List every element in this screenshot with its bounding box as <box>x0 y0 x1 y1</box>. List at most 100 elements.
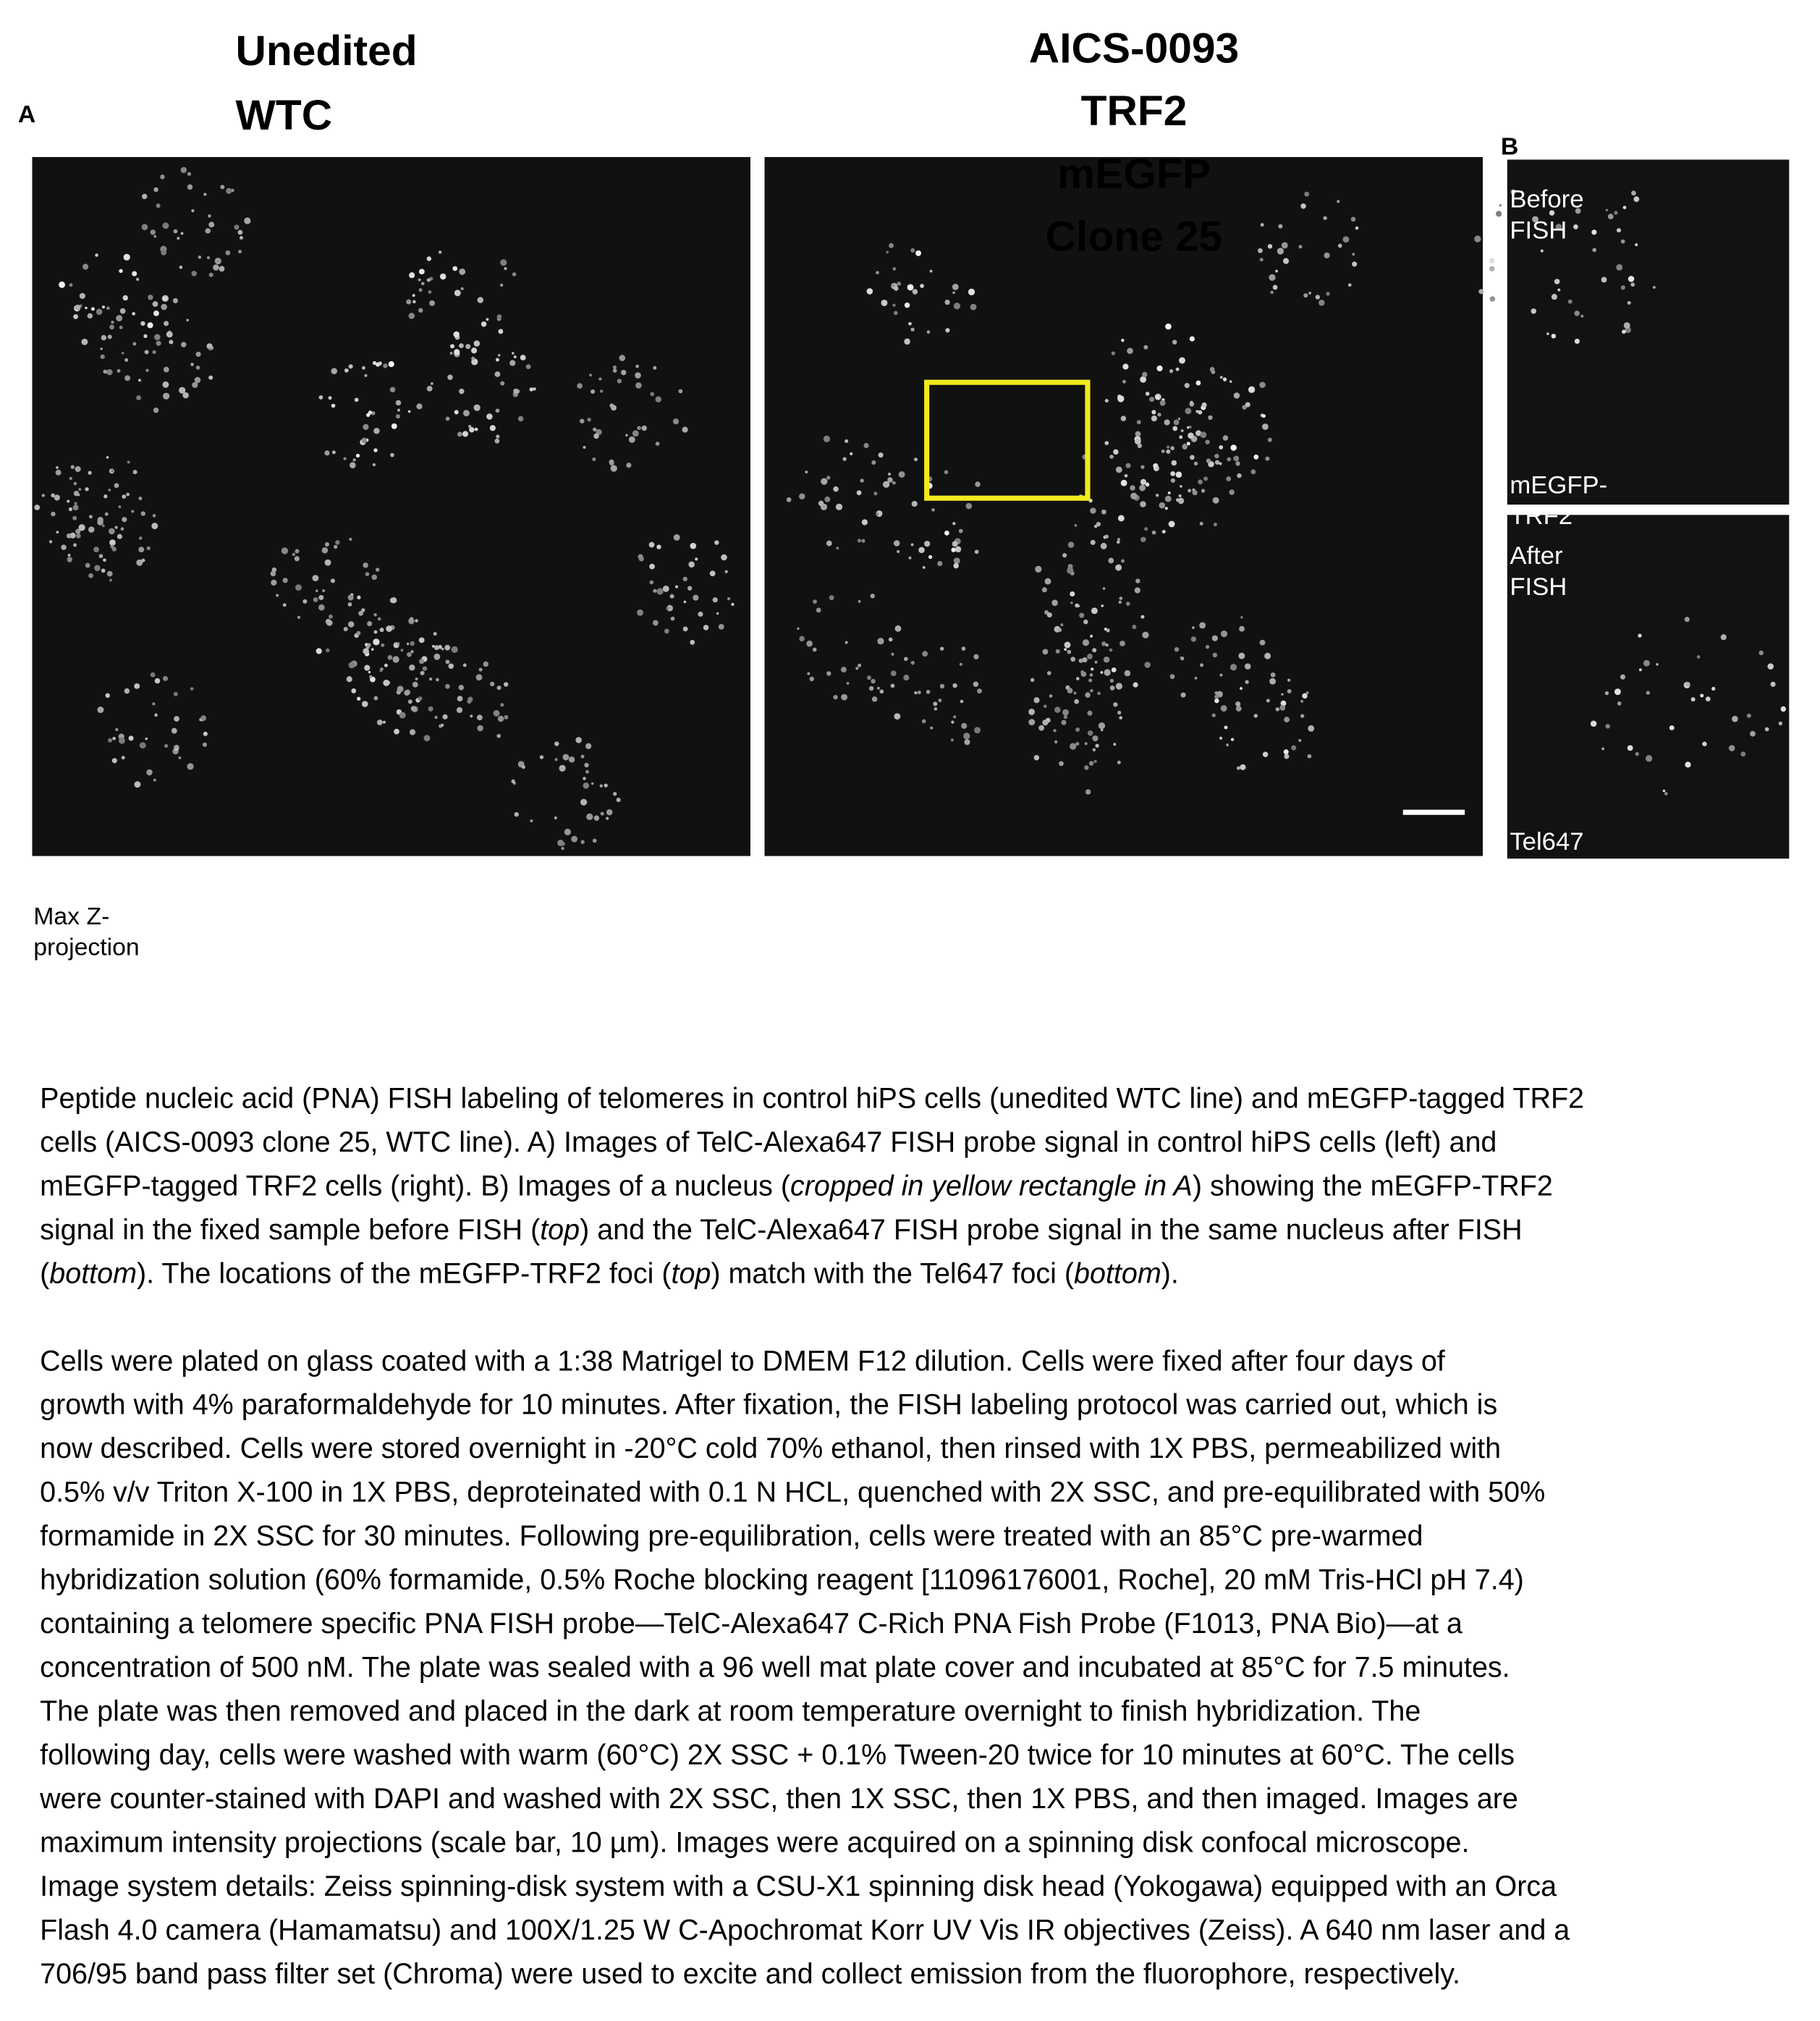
focus <box>138 379 141 382</box>
focus <box>1098 722 1106 730</box>
focus <box>1219 445 1224 450</box>
focus <box>1235 706 1242 712</box>
focus <box>835 503 843 510</box>
focus <box>1140 465 1145 469</box>
caption-line: cells (AICS-0093 clone 25, WTC line). A)… <box>40 1126 1497 1158</box>
focus <box>173 691 178 696</box>
focus <box>429 300 436 306</box>
focus <box>1090 539 1096 545</box>
focus <box>678 389 683 394</box>
focus <box>1337 200 1340 203</box>
focus <box>1088 678 1093 683</box>
focus <box>1226 476 1232 481</box>
focus <box>922 651 928 657</box>
title-line: Unedited <box>235 28 417 75</box>
focus <box>1244 663 1251 670</box>
focus <box>731 602 735 607</box>
focus <box>1235 461 1240 466</box>
focus <box>944 531 949 536</box>
focus <box>363 648 369 654</box>
focus <box>598 377 602 381</box>
focus <box>295 549 300 554</box>
focus <box>1631 190 1636 196</box>
focus <box>1085 789 1091 795</box>
title-line: WTC <box>235 92 332 139</box>
focus <box>132 342 137 346</box>
focus <box>462 410 470 417</box>
focus <box>178 756 182 759</box>
focus <box>509 360 516 366</box>
focus <box>418 308 423 313</box>
focus <box>87 313 93 319</box>
focus <box>426 278 431 282</box>
focus <box>225 250 231 256</box>
focus <box>836 547 839 550</box>
focus <box>1279 704 1286 711</box>
focus <box>85 306 88 310</box>
focus <box>577 383 583 389</box>
focus <box>1195 430 1202 436</box>
focus <box>428 677 433 681</box>
focus <box>121 756 125 760</box>
focus <box>1352 253 1355 256</box>
focus <box>892 267 897 271</box>
focus <box>418 696 423 701</box>
focus <box>914 691 918 695</box>
focus <box>219 266 225 272</box>
focus <box>486 318 489 321</box>
focus <box>117 368 121 373</box>
focus <box>1088 761 1094 766</box>
focus <box>930 726 934 730</box>
focus <box>583 782 590 789</box>
focus <box>530 819 533 823</box>
focus <box>144 350 149 355</box>
focus <box>162 675 169 681</box>
caption-text: now described. Cells were stored overnig… <box>40 1433 1501 1465</box>
focus <box>361 366 365 370</box>
focus <box>365 645 370 649</box>
focus <box>952 683 957 688</box>
focus <box>1531 308 1536 314</box>
focus <box>1690 697 1696 702</box>
focus <box>512 352 515 355</box>
focus <box>1780 706 1787 712</box>
focus <box>373 448 378 452</box>
focus <box>1601 277 1607 283</box>
focus <box>1209 366 1215 372</box>
focus <box>1219 462 1222 465</box>
focus <box>698 611 703 617</box>
focus <box>445 683 450 689</box>
focus <box>593 815 600 821</box>
focus <box>458 685 465 691</box>
focus <box>1097 691 1101 696</box>
focus <box>496 434 500 439</box>
focus <box>1113 449 1119 455</box>
focus <box>1080 671 1087 678</box>
focus <box>632 430 639 437</box>
focus <box>1105 643 1109 647</box>
focus <box>599 784 603 788</box>
focus <box>154 713 158 717</box>
focus <box>329 614 333 619</box>
focus <box>397 685 404 693</box>
focus <box>312 575 319 582</box>
focus <box>331 450 336 455</box>
focus <box>533 387 536 391</box>
focus <box>816 607 821 613</box>
focus <box>365 572 370 576</box>
focus <box>1057 628 1062 632</box>
focus <box>1604 691 1609 696</box>
focus <box>386 625 393 632</box>
focus <box>887 472 892 476</box>
focus <box>1622 329 1626 334</box>
focus <box>358 611 363 616</box>
focus <box>324 559 331 566</box>
focus <box>917 691 921 695</box>
focus <box>1219 376 1223 379</box>
focus <box>72 515 77 520</box>
focus <box>606 817 609 820</box>
focus <box>395 414 400 419</box>
focus <box>208 214 211 218</box>
focus <box>382 720 386 724</box>
focus <box>346 676 352 683</box>
